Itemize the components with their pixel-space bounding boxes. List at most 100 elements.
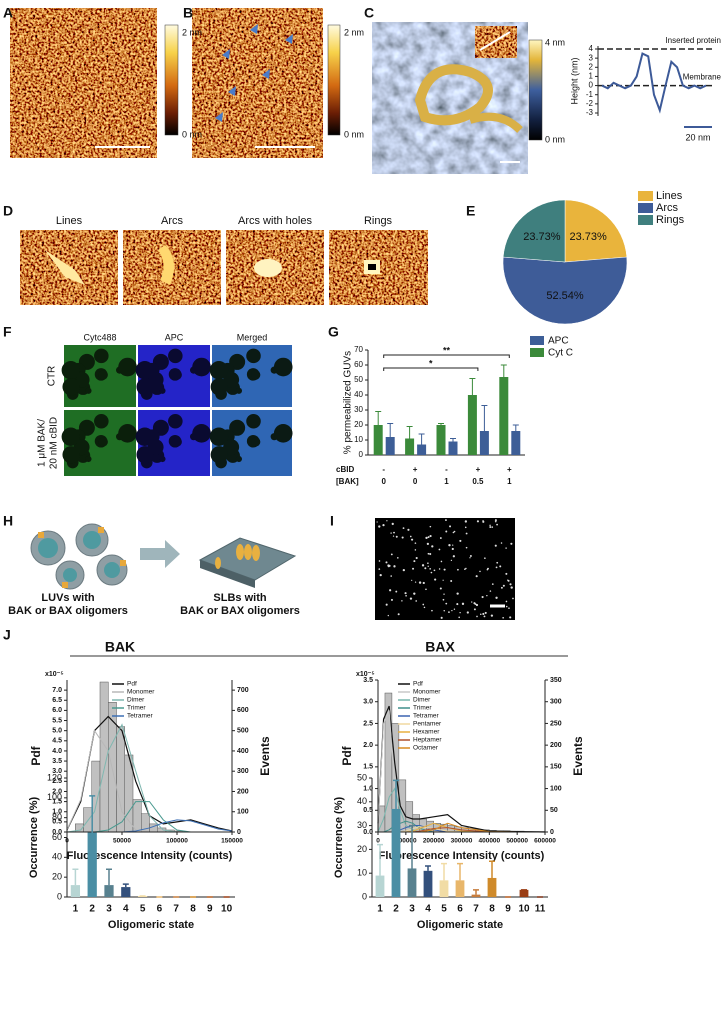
y-tick-label: 2.0: [363, 742, 373, 749]
y2-tick-label: 350: [550, 677, 562, 684]
error-bar: [425, 865, 431, 871]
legend-label: APC: [548, 336, 569, 347]
y-tick-label: 4: [589, 44, 594, 53]
vesicle: [210, 446, 228, 464]
significance-line: [383, 367, 479, 371]
spot: [491, 583, 494, 585]
luv-core: [83, 531, 101, 549]
spot: [411, 579, 413, 581]
spot: [410, 538, 414, 541]
y-tick-label: 0: [362, 891, 367, 901]
spot: [505, 605, 508, 608]
bar: [471, 894, 481, 897]
luv-core: [104, 562, 120, 578]
y-tick-label: 1: [589, 72, 594, 81]
vesicle: [273, 357, 293, 377]
x-tick-label: 600000: [534, 838, 556, 845]
bar: [519, 889, 529, 897]
spot: [414, 581, 417, 583]
row-value: 1: [507, 477, 512, 486]
oligomers: [38, 527, 126, 588]
y-tick-label: 60: [52, 832, 62, 842]
y2-tick-label: 300: [550, 699, 562, 706]
x-axis-label: Fluorescence Intensity (counts): [379, 850, 545, 862]
oligomer: [62, 582, 68, 588]
spot: [490, 614, 494, 617]
spot: [479, 570, 481, 573]
spot: [456, 603, 459, 606]
spot: [495, 596, 498, 599]
spot: [413, 592, 416, 595]
colorbar-label: 0 nm: [344, 129, 364, 139]
pie-slice: [564, 199, 628, 263]
spot: [391, 522, 394, 526]
spot: [389, 589, 392, 592]
spot: [387, 614, 389, 617]
y2-tick-label: 50: [550, 807, 558, 814]
spot: [390, 553, 393, 556]
y-tick-label: -1: [586, 90, 594, 99]
y2-axis-label: Events: [258, 736, 272, 776]
arrow: [222, 49, 230, 59]
spot: [496, 523, 498, 526]
spot: [476, 520, 480, 523]
spot: [390, 532, 392, 534]
fit-curve: [377, 705, 546, 833]
vesicle: [94, 413, 109, 429]
spot: [512, 597, 514, 600]
x-tick-label: 400000: [478, 838, 500, 845]
luv-core: [38, 538, 58, 558]
error-bar: [375, 411, 382, 425]
legend-label: Trimer: [127, 705, 146, 712]
x-tick-label: 8: [190, 904, 196, 915]
x-tick-label: 4: [425, 904, 431, 915]
spot: [397, 613, 400, 616]
spot: [496, 561, 499, 564]
spot: [483, 615, 486, 618]
histogram-bar: [83, 807, 92, 833]
error-bar: [450, 438, 456, 442]
y-tick-label: 20: [52, 872, 62, 882]
spot: [409, 597, 413, 600]
profile-line: [479, 31, 511, 51]
spot: [438, 548, 441, 551]
vesicle: [62, 446, 80, 464]
bar: [405, 438, 415, 455]
arrowheads: [215, 24, 293, 122]
y-tick-label: 3.0: [363, 699, 373, 706]
arc-shape: [158, 245, 174, 285]
x-tick-label: 100000: [166, 838, 188, 845]
spot: [434, 578, 437, 581]
error-bar: [89, 795, 96, 833]
spot: [425, 536, 428, 540]
vesicle: [192, 423, 211, 443]
bar: [70, 885, 81, 897]
spot: [443, 610, 445, 612]
inset-image: [475, 26, 517, 58]
error-bar: [457, 862, 463, 881]
legend-swatch: [638, 203, 653, 213]
y-axis-label: Pdf: [29, 745, 43, 765]
spot: [448, 543, 451, 547]
vesicle: [235, 387, 243, 394]
row-value: +: [413, 465, 418, 474]
colorbar-label: 2 nm: [344, 27, 364, 37]
fluorescence-images: [61, 345, 293, 476]
row-value: 0: [381, 477, 386, 486]
spot: [414, 549, 417, 551]
column-label: Cytc488: [83, 332, 116, 342]
y-tick-label: 40: [354, 390, 363, 399]
y-axis-label: Pdf: [340, 745, 354, 765]
spot: [499, 565, 502, 568]
arrow: [285, 34, 293, 44]
bar: [499, 377, 509, 455]
legend-swatch: [530, 336, 544, 345]
y-multiplier: x10⁻⁵: [45, 671, 64, 678]
row-label: 20 nM cBID: [49, 417, 60, 469]
spot: [469, 557, 471, 559]
bar: [407, 868, 417, 897]
panel-label: H: [3, 513, 13, 529]
spot: [431, 545, 434, 548]
error-bar: [489, 860, 495, 878]
spot: [397, 557, 399, 559]
